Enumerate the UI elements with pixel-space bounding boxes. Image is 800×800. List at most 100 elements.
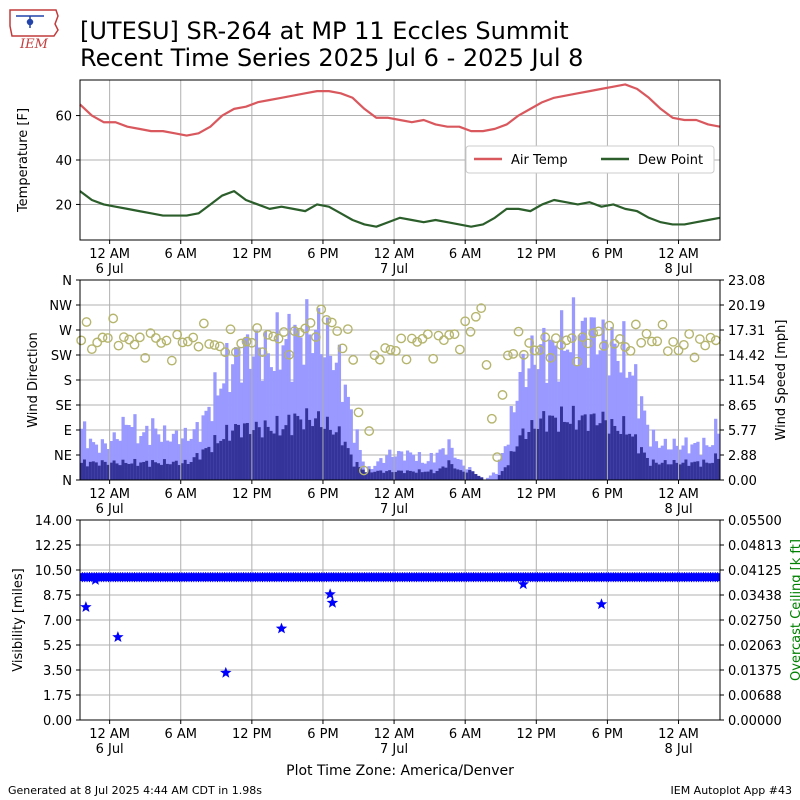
wind-speed-bar xyxy=(512,451,516,480)
wind-speed-bar xyxy=(696,461,700,480)
wind-direction-marker xyxy=(257,347,268,358)
wind-speed-bar xyxy=(669,464,673,480)
wind-speed-tick-label: 11.54 xyxy=(728,374,765,389)
wind-gust-bar xyxy=(426,461,430,480)
wind-speed-bar xyxy=(391,472,395,480)
wind-speed-bar xyxy=(666,464,670,480)
wind-gust-bar xyxy=(438,449,442,480)
vis-xtick-label: 6 AM xyxy=(164,727,197,742)
wind-speed-tick-label: 17.31 xyxy=(728,324,765,339)
wind-direction-marker xyxy=(230,347,241,358)
wind-direction-marker xyxy=(630,319,641,330)
wind-gust-bar xyxy=(382,462,386,480)
vis-ytick-label: 0.00 xyxy=(43,714,72,729)
wind-direction-marker xyxy=(145,328,156,339)
temp-ytick-label: 60 xyxy=(55,110,72,125)
wind-speed-tick-label: 14.42 xyxy=(728,349,765,364)
wind-gust-bar xyxy=(204,410,208,480)
wind-speed-bar xyxy=(189,462,193,480)
vis-xtick-label: 6 PM xyxy=(592,727,623,742)
wind-speed-bar xyxy=(465,472,469,480)
wind-gust-bar xyxy=(168,441,173,480)
wind-speed-bar xyxy=(118,465,122,480)
wind-speed-bar xyxy=(657,464,662,480)
wind-gust-bar xyxy=(592,317,596,480)
wind-direction-marker xyxy=(705,332,716,343)
wind-direction-marker xyxy=(81,317,92,327)
wind-speed-bar xyxy=(290,435,294,480)
wind-gust-bar xyxy=(82,421,87,480)
vis-ytick-label: 1.75 xyxy=(43,689,72,704)
wind-speed-bar xyxy=(453,468,457,480)
ceiling-axis-label: Overcast Ceiling [k ft] xyxy=(789,539,800,681)
wind-gust-bar xyxy=(325,317,330,480)
wind-speed-bar xyxy=(637,453,641,480)
wind-speed-bar xyxy=(654,462,659,480)
wind-speed-bar xyxy=(705,462,709,480)
ceiling-ytick-label: 0.00688 xyxy=(728,689,782,704)
wind-speed-bar xyxy=(394,471,398,480)
wind-gust-bar xyxy=(405,450,410,480)
wind-direction-marker xyxy=(140,352,151,363)
wind-direction-marker xyxy=(481,360,492,370)
wind-gust-bar xyxy=(290,381,294,480)
wind-speed-bar xyxy=(447,460,451,480)
wind-gust-bar xyxy=(711,445,715,480)
wind-direction-marker xyxy=(598,341,609,351)
wind-direction-marker xyxy=(433,330,444,341)
vis-xtick-date-label: 6 Jul xyxy=(96,742,124,757)
visibility-star-marker xyxy=(324,588,336,600)
wind-gust-bar xyxy=(500,453,505,480)
visibility-star-marker xyxy=(80,601,92,612)
wind-speed-bar xyxy=(373,471,377,480)
wind-direction-marker xyxy=(609,338,620,349)
ceiling-ytick-label: 0.04125 xyxy=(728,564,782,579)
wind-gust-bar xyxy=(358,449,362,480)
wind-gust-bar xyxy=(171,433,176,480)
wind-direction-marker xyxy=(636,337,647,348)
wind-speed-bar xyxy=(574,429,579,480)
wind-speed-bar xyxy=(477,475,481,480)
wind-speed-bar xyxy=(222,439,226,480)
wind-speed-bar xyxy=(420,472,425,480)
visibility-star-marker xyxy=(517,578,529,590)
wind-speed-bar xyxy=(613,425,617,480)
wind-direction-marker xyxy=(572,356,583,367)
wind-xtick-label: 12 AM xyxy=(374,487,415,502)
wind-direction-marker xyxy=(673,345,684,356)
vis-xtick-label: 6 AM xyxy=(449,727,482,742)
wind-speed-bar xyxy=(660,462,665,480)
temp-xtick-date-label: 8 Jul xyxy=(664,262,692,277)
wind-direction-marker xyxy=(118,332,129,343)
wind-dir-tick-label: NE xyxy=(54,449,72,464)
wind-gust-bar xyxy=(645,424,650,480)
wind-gust-bar xyxy=(583,317,587,480)
wind-dir-tick-label: SW xyxy=(51,349,72,364)
wind-speed-bar xyxy=(438,468,442,480)
wind-speed-bar xyxy=(663,460,667,480)
wind-speed-bar xyxy=(287,414,291,480)
wind-direction-marker xyxy=(577,332,588,343)
wind-gust-bar xyxy=(595,354,599,480)
wind-speed-bar xyxy=(112,460,116,480)
wind-speed-bar xyxy=(266,426,270,480)
wind-speed-bar xyxy=(106,464,110,480)
wind-gust-bar xyxy=(334,362,339,480)
wind-direction-marker xyxy=(278,327,289,337)
wind-direction-marker xyxy=(209,340,220,350)
wind-gust-bar xyxy=(613,343,617,480)
wind-speed-bar xyxy=(308,419,312,480)
wind-gust-bar xyxy=(565,349,570,480)
wind-gust-bar xyxy=(530,335,534,480)
ceiling-ytick-label: 0.01375 xyxy=(728,664,782,679)
wind-speed-bar xyxy=(320,427,324,480)
wind-speed-bar xyxy=(260,437,265,480)
wind-xtick-label: 12 PM xyxy=(232,487,272,502)
wind-speed-bar xyxy=(94,462,99,480)
wind-direction-marker xyxy=(166,355,177,366)
wind-speed-bar xyxy=(228,440,232,480)
wind-gust-bar xyxy=(263,331,267,480)
dew-point-line xyxy=(79,190,721,228)
wind-speed-bar xyxy=(322,428,327,480)
temp-xtick-label: 6 AM xyxy=(164,247,197,262)
